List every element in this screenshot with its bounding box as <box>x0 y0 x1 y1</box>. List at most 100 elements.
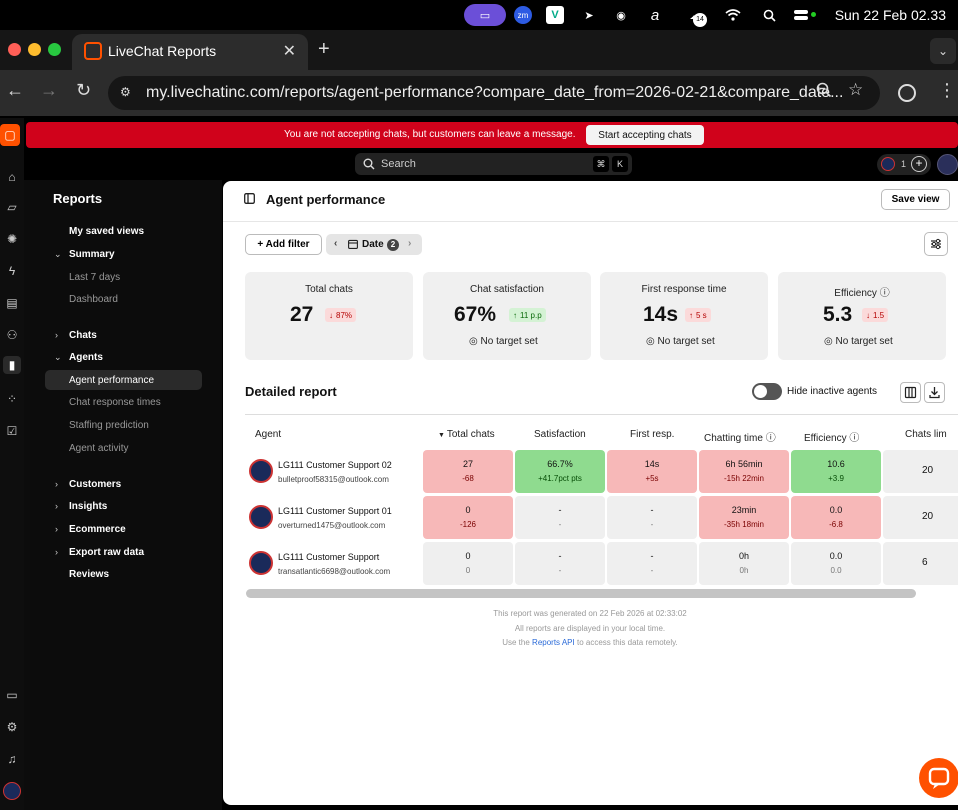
chevron-right-icon[interactable]: › <box>55 330 58 340</box>
target-label: No target set <box>835 336 893 347</box>
reports-icon[interactable]: ▮ <box>3 356 21 374</box>
columns-button[interactable] <box>900 382 921 403</box>
zoom-icon[interactable]: zm <box>514 6 532 24</box>
sidebar-item-export[interactable]: Export raw data <box>69 547 145 558</box>
hide-inactive-toggle[interactable] <box>752 383 782 400</box>
col-agent[interactable]: Agent <box>255 429 282 440</box>
control-center-icon[interactable] <box>792 6 810 24</box>
col-efficiency[interactable]: Efficiency ⓘ <box>804 429 859 444</box>
horizontal-scrollbar[interactable] <box>246 589 916 598</box>
copilot-icon[interactable] <box>937 154 958 175</box>
minimize-window-button[interactable] <box>28 43 41 56</box>
livechat-app-icon[interactable]: ▢ <box>0 124 20 146</box>
date-filter-chip[interactable]: ‹ Date 2 › <box>326 234 422 255</box>
sidebar-item-customers[interactable]: Customers <box>69 479 122 490</box>
notifications-icon[interactable]: ♫ <box>7 752 17 766</box>
sidebar-item-summary[interactable]: Summary <box>69 249 115 260</box>
archives-icon[interactable]: ▤ <box>6 296 18 310</box>
sidebar-item-last-7-days[interactable]: Last 7 days <box>69 272 121 283</box>
tab-search-chevron-icon[interactable]: ⌄ <box>930 38 956 64</box>
col-chatting-time[interactable]: Chatting time ⓘ <box>704 429 776 444</box>
reload-icon[interactable]: ↻ <box>76 80 92 100</box>
wifi-icon[interactable] <box>724 6 742 24</box>
info-icon[interactable]: ⓘ <box>879 288 890 299</box>
tickets-icon[interactable]: ☑ <box>6 424 18 438</box>
delta-value: 1.5 <box>873 310 885 320</box>
chevron-right-icon[interactable]: › <box>55 479 58 489</box>
home-icon[interactable]: ⌂ <box>8 170 16 184</box>
team-status-pill[interactable]: 1 + <box>877 154 931 175</box>
sidebar-item-agent-performance[interactable]: Agent performance <box>69 375 155 386</box>
report-settings-button[interactable] <box>924 232 948 256</box>
app-icon[interactable]: ◉ <box>616 9 626 22</box>
chevron-right-icon[interactable]: › <box>408 238 412 249</box>
sidebar-item-chat-response-times[interactable]: Chat response times <box>69 397 161 408</box>
sidebar-item-insights[interactable]: Insights <box>69 501 108 512</box>
user-avatar[interactable] <box>3 782 21 800</box>
bookmark-star-icon[interactable]: ☆ <box>848 80 864 99</box>
save-view-button[interactable]: Save view <box>881 189 950 210</box>
vpn-icon[interactable]: V <box>546 6 564 24</box>
team-icon[interactable]: ⚇ <box>6 328 18 342</box>
automation-icon[interactable]: ϟ <box>8 264 16 278</box>
chevron-down-icon[interactable]: ⌄ <box>54 249 62 259</box>
browser-menu-icon[interactable]: ⋮ <box>938 80 956 100</box>
close-window-button[interactable] <box>8 43 21 56</box>
forward-icon[interactable]: → <box>40 80 58 100</box>
chevron-right-icon[interactable]: › <box>55 547 58 557</box>
global-search[interactable]: Search ⌘ K <box>355 153 632 175</box>
sidebar-item-chats[interactable]: Chats <box>69 330 97 341</box>
chevron-right-icon[interactable]: › <box>55 501 58 511</box>
engage-icon[interactable]: ✺ <box>6 232 18 246</box>
start-accepting-chats-button[interactable]: Start accepting chats <box>586 125 704 145</box>
toggle-knob <box>754 385 767 398</box>
cell-value: 0.0 <box>829 551 843 561</box>
chevron-right-icon[interactable]: › <box>55 524 58 534</box>
sidebar-item-ecommerce[interactable]: Ecommerce <box>69 524 126 535</box>
new-tab-icon[interactable]: + <box>318 38 330 60</box>
close-tab-icon[interactable]: ✕ <box>282 43 296 60</box>
download-button[interactable] <box>924 382 945 403</box>
info-icon[interactable]: ⓘ <box>849 433 860 444</box>
chevron-left-icon[interactable]: ‹ <box>334 238 338 249</box>
address-bar[interactable]: ⚙ my.livechatinc.com/reports/agent-perfo… <box>108 76 880 110</box>
chat-widget-button[interactable] <box>919 758 958 798</box>
spotlight-icon[interactable] <box>760 6 778 24</box>
url-text[interactable]: my.livechatinc.com/reports/agent-perform… <box>146 84 844 101</box>
chats-icon[interactable]: ▱ <box>7 200 17 214</box>
menubar-clock[interactable]: Sun 22 Feb 02.33 <box>834 7 946 23</box>
zoom-lens-icon[interactable] <box>816 82 832 98</box>
add-filter-button[interactable]: + Add filter <box>245 234 322 255</box>
telegram-icon[interactable]: ➤ <box>584 9 594 22</box>
add-agent-icon[interactable]: + <box>911 156 927 172</box>
back-icon[interactable]: ← <box>6 80 24 100</box>
settings-icon[interactable]: ⚙ <box>6 720 18 734</box>
col-satisfaction[interactable]: Satisfaction <box>534 429 586 440</box>
cell-delta: -126 <box>459 520 476 529</box>
apps-icon[interactable]: ⁘ <box>6 392 18 406</box>
sidebar-item-staffing-prediction[interactable]: Staffing prediction <box>69 420 149 431</box>
col-total-chats[interactable]: ▼ Total chats <box>438 429 495 440</box>
zoom-window-button[interactable] <box>48 43 61 56</box>
avatar <box>249 505 273 529</box>
info-icon[interactable]: ⓘ <box>765 433 776 444</box>
col-first-resp[interactable]: First resp. <box>630 429 675 440</box>
cell-chats-limit: 20 <box>883 496 958 539</box>
profile-icon[interactable] <box>898 84 916 102</box>
col-chats-limit[interactable]: Chats lim <box>905 429 947 440</box>
sidebar-item-agents[interactable]: Agents <box>69 352 103 363</box>
sidebar-item-agent-activity[interactable]: Agent activity <box>69 443 129 454</box>
sidebar-item-saved-views[interactable]: My saved views <box>69 226 145 237</box>
cell-delta: +41.7pct pts <box>538 474 582 483</box>
browser-tab[interactable]: LiveChat Reports ✕ <box>72 34 308 70</box>
cell-value: 27 <box>462 459 473 469</box>
signature-app-icon[interactable]: a <box>650 6 660 24</box>
sidebar-toggle-icon[interactable] <box>244 193 255 204</box>
screen-share-icon[interactable]: ▭ <box>464 4 506 26</box>
billing-icon[interactable]: ▭ <box>6 688 18 702</box>
chevron-down-icon[interactable]: ⌄ <box>54 352 62 362</box>
site-info-icon[interactable]: ⚙ <box>120 85 131 99</box>
reports-api-link[interactable]: Reports API <box>532 638 575 647</box>
sidebar-item-dashboard[interactable]: Dashboard <box>69 294 118 305</box>
sidebar-item-reviews[interactable]: Reviews <box>69 569 110 580</box>
